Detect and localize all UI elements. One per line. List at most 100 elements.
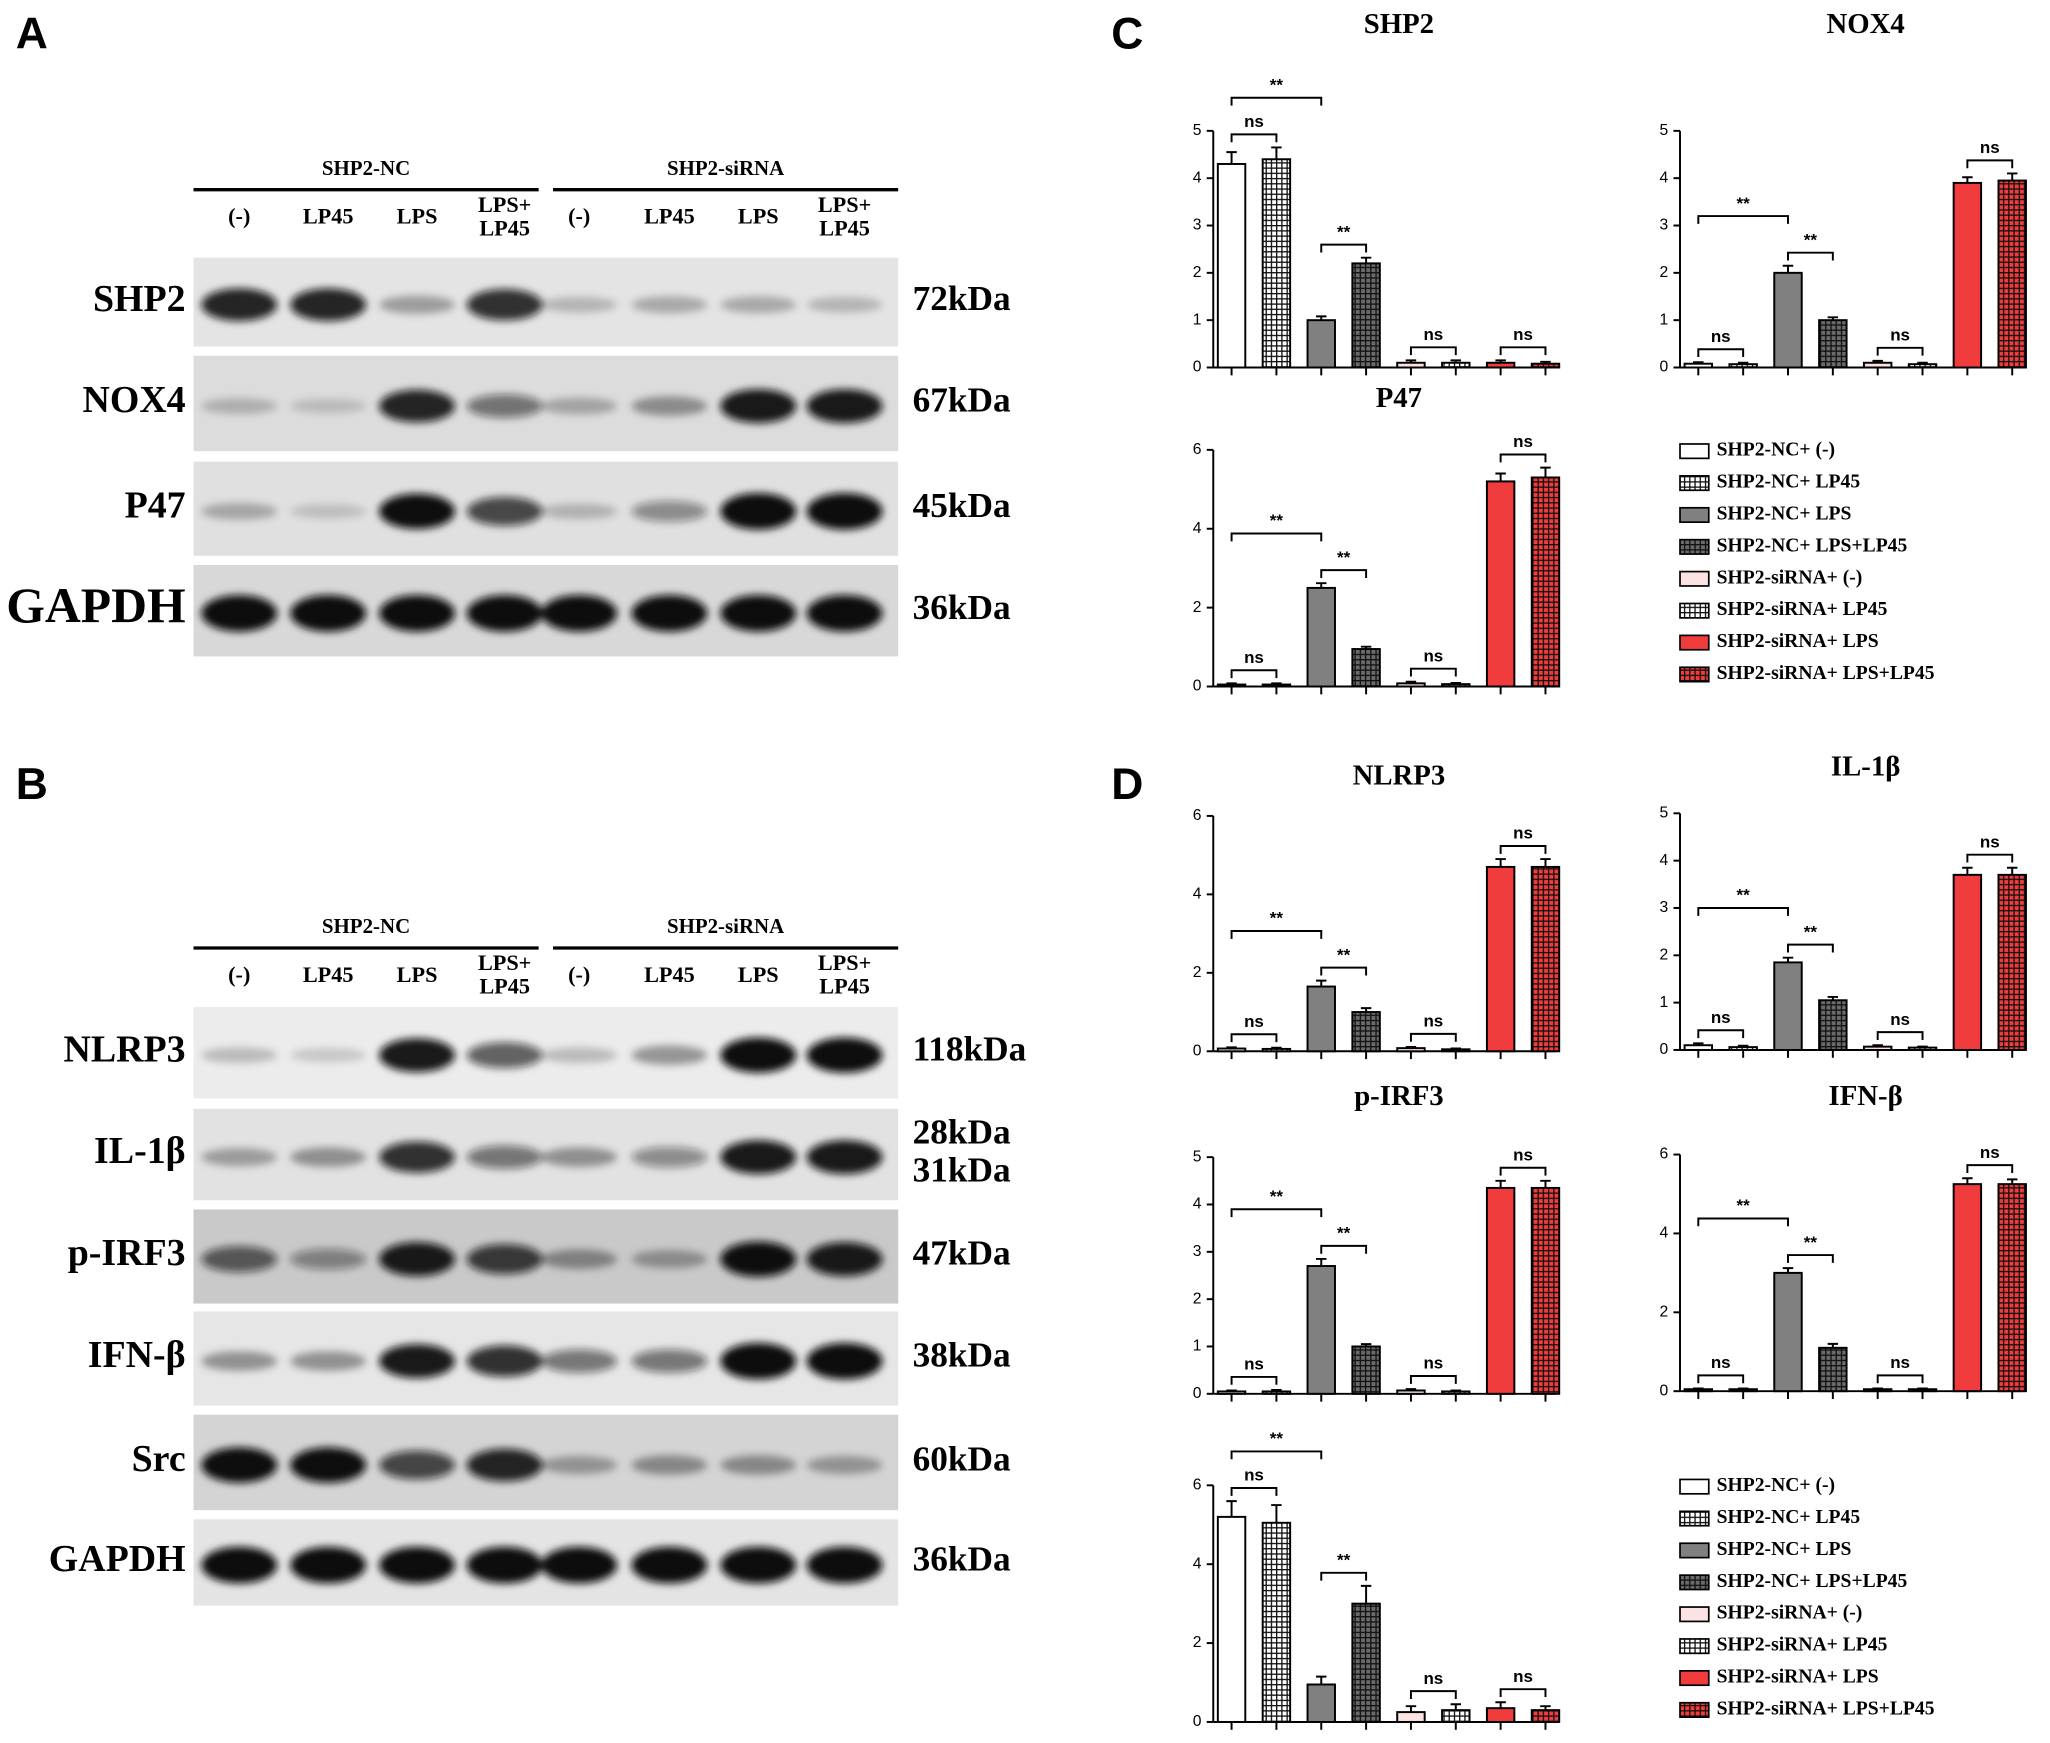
legend-swatch xyxy=(1679,1638,1710,1655)
error-bar xyxy=(1405,359,1417,363)
blot-band xyxy=(631,1455,708,1475)
blot-band xyxy=(379,1038,455,1073)
blot-band xyxy=(201,1447,278,1483)
error-bar xyxy=(1693,1042,1704,1046)
bar xyxy=(1441,1709,1471,1723)
significance-label: ** xyxy=(1337,1551,1351,1570)
bar xyxy=(1441,1390,1471,1395)
significance-bracket xyxy=(1409,346,1457,356)
legend-swatch xyxy=(1679,1478,1710,1495)
error-bar xyxy=(1872,1387,1883,1390)
blot-band xyxy=(541,1147,618,1167)
blot-band xyxy=(806,296,883,313)
blot-band xyxy=(379,594,455,632)
significance-label: ** xyxy=(1337,945,1351,964)
blot-band xyxy=(631,1349,708,1373)
blot-band xyxy=(466,1448,543,1482)
significance-bracket xyxy=(1499,346,1547,356)
significance-bracket xyxy=(1697,1374,1745,1384)
legend-swatch xyxy=(1679,1701,1710,1718)
significance-bracket xyxy=(1230,96,1323,106)
significance-label: ** xyxy=(1804,1233,1818,1252)
bar xyxy=(1818,999,1848,1051)
blot-band xyxy=(631,1146,708,1168)
panel-label: A xyxy=(16,9,48,58)
lane-label: LP45 xyxy=(479,215,530,240)
bar xyxy=(1997,179,2027,369)
blot-bands xyxy=(201,594,883,632)
error-bar xyxy=(1962,176,1973,183)
significance-label: ns xyxy=(1890,326,1910,345)
blot-band xyxy=(290,1447,367,1483)
bar xyxy=(1351,1011,1381,1053)
error-bar xyxy=(1271,1389,1282,1392)
blot-band xyxy=(379,295,455,314)
bar xyxy=(1485,361,1516,369)
error-bar xyxy=(1495,472,1506,482)
significance-bracket xyxy=(1697,215,1789,224)
legend-label: SHP2-siRNA+ LPS+LP45 xyxy=(1717,1698,1935,1719)
bar xyxy=(1773,1271,1803,1393)
significance-label: ** xyxy=(1804,922,1818,941)
blot-band xyxy=(379,389,455,423)
blot-band xyxy=(379,1242,455,1277)
error-bar xyxy=(1495,858,1506,867)
error-bar xyxy=(1405,1705,1417,1713)
significance-label: ns xyxy=(1890,1353,1910,1372)
error-bar xyxy=(2006,866,2018,875)
error-bar xyxy=(1782,1267,1794,1273)
blot-band xyxy=(466,1546,543,1584)
blot-band xyxy=(201,1148,278,1167)
blot-bands xyxy=(201,1447,883,1483)
lane-label: (-) xyxy=(228,204,250,229)
y-tick-label: 5 xyxy=(1193,1148,1202,1165)
significance-bracket xyxy=(1876,1374,1924,1384)
y-tick-label: 3 xyxy=(1660,899,1669,916)
size-label: 118kDa xyxy=(913,1030,1027,1069)
blot-band xyxy=(201,1047,278,1064)
blot-band xyxy=(631,500,708,522)
error-bar xyxy=(1827,1342,1839,1348)
legend-swatch xyxy=(1679,1606,1710,1623)
bar xyxy=(1441,361,1471,369)
error-bar xyxy=(1450,1389,1462,1392)
legend-swatch xyxy=(1679,570,1710,587)
y-tick-label: 1 xyxy=(1660,994,1669,1011)
significance-bracket xyxy=(1787,251,1834,261)
legend-label: SHP2-NC+ LP45 xyxy=(1717,1507,1861,1528)
size-label: 36kDa xyxy=(913,588,1011,627)
bar xyxy=(1997,1183,2027,1393)
bar xyxy=(1441,683,1471,688)
protein-label: NOX4 xyxy=(82,379,185,421)
error-bar xyxy=(1271,146,1282,160)
lane-label: LPS xyxy=(397,962,438,987)
size-label: 47kDa xyxy=(913,1234,1011,1273)
y-tick-label: 4 xyxy=(1193,1196,1202,1213)
group-label: SHP2-NC xyxy=(322,156,410,180)
error-bar xyxy=(1827,995,1839,1001)
error-bar xyxy=(1693,361,1704,364)
error-bar xyxy=(1827,316,1839,321)
error-bar xyxy=(1226,1500,1237,1517)
bar xyxy=(1862,361,1893,369)
blot-band xyxy=(720,1241,797,1277)
blot-band xyxy=(201,594,278,632)
bar xyxy=(1773,271,1803,369)
chart-title: NOX4 xyxy=(1827,8,1905,40)
bar xyxy=(1351,1345,1381,1395)
legend-label: SHP2-NC+ LPS+LP45 xyxy=(1717,1571,1908,1592)
significance-bracket xyxy=(1787,943,1834,953)
lane-label: (-) xyxy=(568,962,590,987)
bar xyxy=(1862,1045,1893,1051)
significance-bracket xyxy=(1499,1166,1547,1176)
bar xyxy=(1216,163,1247,369)
legend-swatch xyxy=(1679,1669,1710,1687)
blot-band xyxy=(541,503,618,520)
protein-label: GAPDH xyxy=(6,578,185,633)
significance-bracket xyxy=(1320,1571,1368,1581)
blot-band xyxy=(541,1249,618,1269)
significance-label: ns xyxy=(1513,1667,1533,1686)
error-bar xyxy=(1405,1045,1417,1049)
lane-label: LP45 xyxy=(644,962,695,987)
y-tick-label: 0 xyxy=(1193,678,1202,695)
